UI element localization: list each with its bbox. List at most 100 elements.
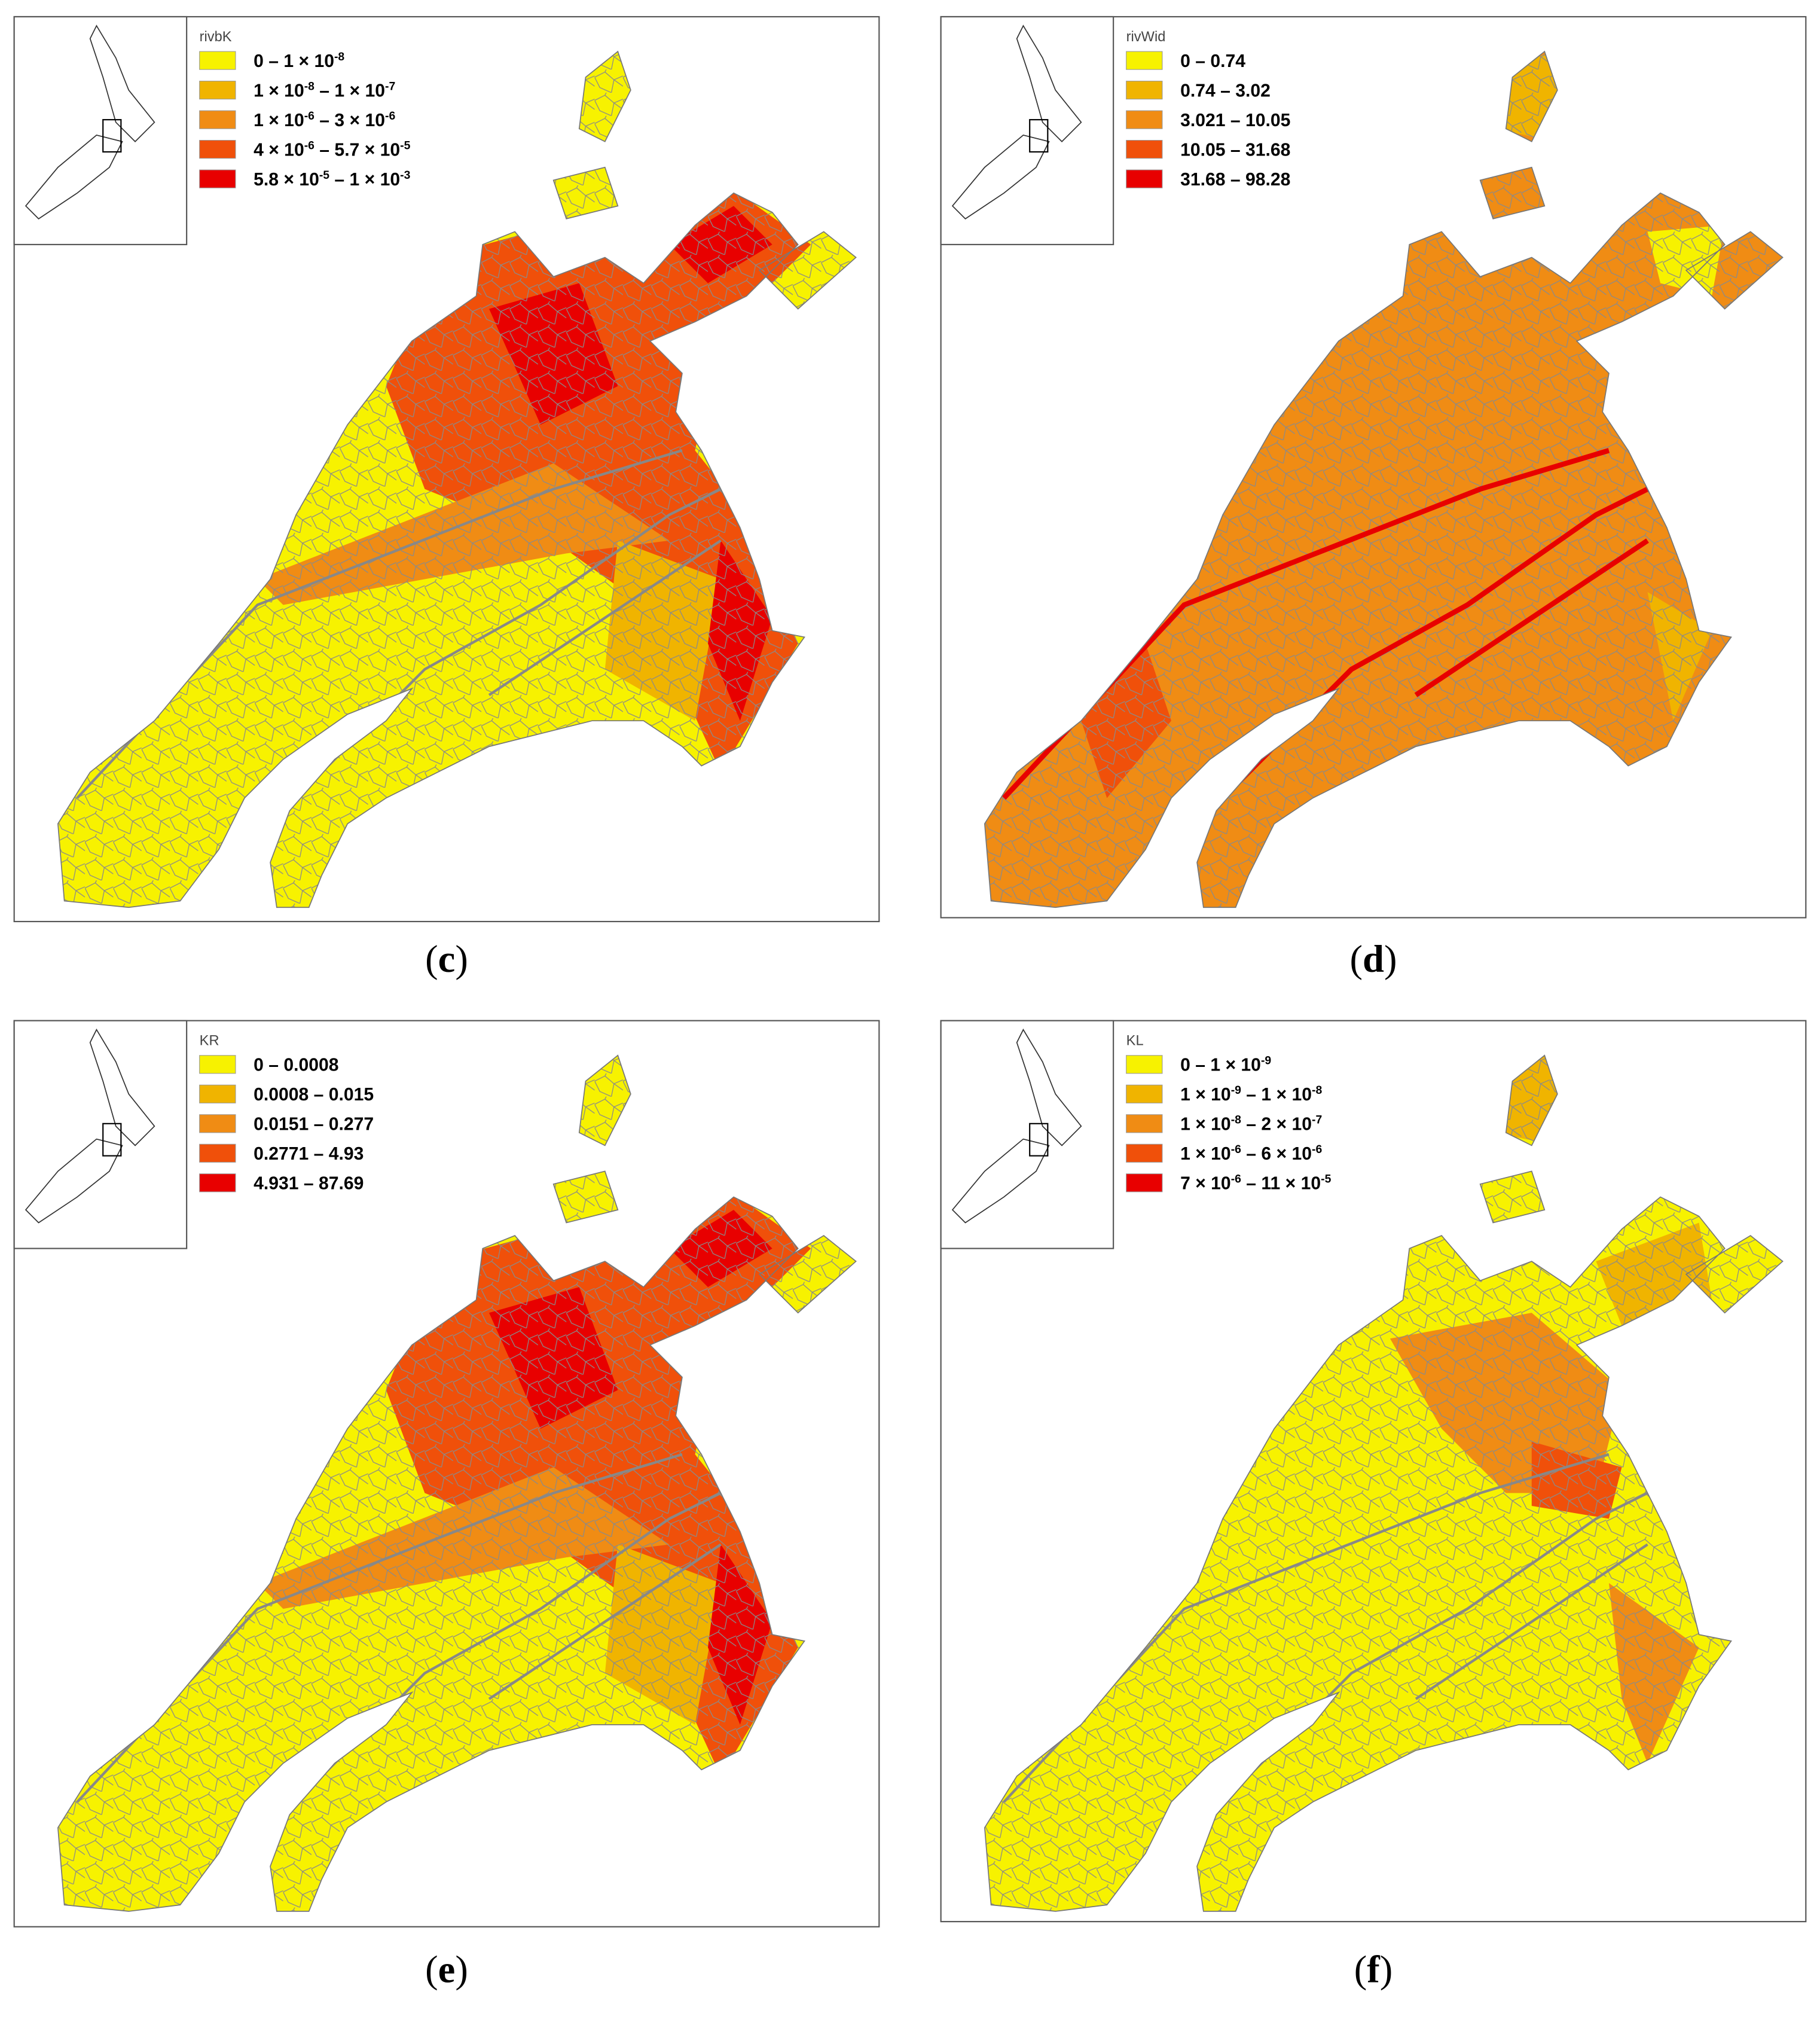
legend-swatch [199, 1114, 236, 1133]
legend-text: 1 × 10 [1180, 1085, 1231, 1105]
legend-text: 1 × 10 [254, 81, 304, 100]
panel-label-part: ) [455, 1947, 468, 1990]
legend-exponent: -5 [400, 139, 410, 152]
panel-label-part: ) [1380, 1947, 1393, 1990]
panel-label: (c) [425, 937, 468, 980]
legend-swatch [199, 110, 236, 129]
legend-text: – 1 × 10 [329, 170, 400, 190]
legend-swatch [1126, 110, 1163, 129]
legend-entry: 0.0008 – 0.015 [254, 1085, 374, 1105]
legend-text: – 6 × 10 [1241, 1144, 1312, 1164]
river [1414, 538, 1649, 697]
panel-label-part: ( [1350, 937, 1363, 980]
legend-title: rivWid [1126, 29, 1166, 45]
panel-label-part: ( [425, 1947, 438, 1990]
legend-entry: 0.2771 – 4.93 [254, 1144, 364, 1164]
legend-text: 0.0008 – 0.015 [254, 1085, 374, 1105]
legend-text: – 3 × 10 [314, 111, 385, 130]
legend-swatch [1126, 1143, 1163, 1163]
legend-swatch [199, 1143, 236, 1163]
legend-swatch [199, 1055, 236, 1074]
legend-swatch [199, 169, 236, 188]
legend-swatch [1126, 1055, 1163, 1074]
legend-text: – 1 × 10 [1241, 1085, 1312, 1105]
river [1415, 1543, 1648, 1700]
legend-swatch [1126, 1173, 1163, 1193]
legend-exponent: -6 [1231, 1143, 1241, 1156]
legend-exponent: -7 [385, 80, 395, 93]
legend-text: 1 × 10 [1180, 1115, 1231, 1134]
panel-label-part: ) [1384, 937, 1397, 980]
legend-exponent: -8 [1231, 1114, 1241, 1127]
legend-swatch [199, 1084, 236, 1103]
panel-label-part: ) [455, 937, 468, 980]
legend-exponent: -7 [1312, 1114, 1322, 1127]
inset-nz [951, 1028, 1082, 1224]
legend-text: 4.931 – 87.69 [254, 1174, 364, 1194]
legend-text: 0.0151 – 0.277 [254, 1115, 374, 1134]
panel-label: (d) [1350, 937, 1397, 980]
inset-frame [940, 16, 1114, 245]
legend-exponent: -9 [1231, 1084, 1241, 1097]
legend-exponent: -8 [334, 50, 344, 63]
legend-entry: 0 – 0.74 [1180, 51, 1245, 71]
legend-entry: 1 × 10-9 – 1 × 10-8 [1180, 1084, 1322, 1105]
legend-swatch [1126, 169, 1163, 188]
legend-entry: 0 – 1 × 10-8 [254, 50, 344, 71]
legend-swatch [199, 51, 236, 70]
legend-title: KL [1126, 1033, 1144, 1049]
inset-frame [13, 1020, 188, 1249]
legend-text: 0 – 0.74 [1180, 51, 1245, 71]
inset-box [102, 1123, 122, 1157]
legend-entry: 10.05 – 31.68 [1180, 140, 1290, 160]
inset-frame [13, 16, 188, 245]
legend-exponent: -8 [304, 80, 314, 93]
legend-entry: 5.8 × 10-5 – 1 × 10-3 [254, 169, 411, 190]
inset-box [102, 119, 122, 153]
legend-swatch [1126, 140, 1163, 159]
panel-label-part: e [438, 1947, 456, 1990]
legend-text: 0 – 1 × 10 [254, 51, 334, 71]
inset-box [1029, 1123, 1049, 1157]
legend-entry: 3.021 – 10.05 [1180, 111, 1290, 130]
legend-swatch [199, 81, 236, 100]
legend-text: 4 × 10 [254, 140, 304, 160]
legend-swatch [1126, 1084, 1163, 1103]
legend-swatch [1126, 1114, 1163, 1133]
legend-text: – 5.7 × 10 [314, 140, 400, 160]
legend-entry: 1 × 10-8 – 2 × 10-7 [1180, 1114, 1322, 1134]
inset-frame [940, 1020, 1114, 1249]
legend-exponent: -6 [1312, 1143, 1322, 1156]
panel-label: (f) [1354, 1947, 1393, 1990]
inset-nz [25, 25, 155, 219]
legend-exponent: -6 [385, 109, 395, 123]
legend-title: KR [200, 1033, 219, 1049]
legend-text: 0.74 – 3.02 [1180, 81, 1271, 100]
legend-text: 0 – 0.0008 [254, 1056, 338, 1075]
legend-exponent: -6 [1231, 1173, 1241, 1186]
inset-nz [951, 25, 1082, 219]
legend-title: rivbK [200, 29, 232, 45]
legend-text: 7 × 10 [1180, 1174, 1231, 1194]
legend-entry: 0.0151 – 0.277 [254, 1115, 374, 1134]
legend-entry: 0 – 1 × 10-9 [1180, 1054, 1271, 1075]
inset-nz [25, 1028, 155, 1224]
legend-text: 31.68 – 98.28 [1180, 170, 1290, 190]
panel-label-part: ( [1354, 1947, 1367, 1990]
river [488, 1543, 722, 1700]
legend-text: 0 – 1 × 10 [1180, 1056, 1261, 1075]
legend-exponent: -9 [1261, 1054, 1271, 1068]
inset-box [1029, 119, 1049, 153]
legend-text: 5.8 × 10 [254, 170, 319, 190]
legend-exponent: -3 [400, 169, 410, 182]
legend-swatch [199, 140, 236, 159]
legend-exponent: -5 [1321, 1173, 1331, 1186]
panel-label-part: f [1367, 1947, 1381, 1990]
river [488, 539, 722, 696]
legend-swatch [199, 1173, 236, 1193]
panel-label-part: c [438, 937, 456, 980]
legend-swatch [1126, 51, 1163, 70]
